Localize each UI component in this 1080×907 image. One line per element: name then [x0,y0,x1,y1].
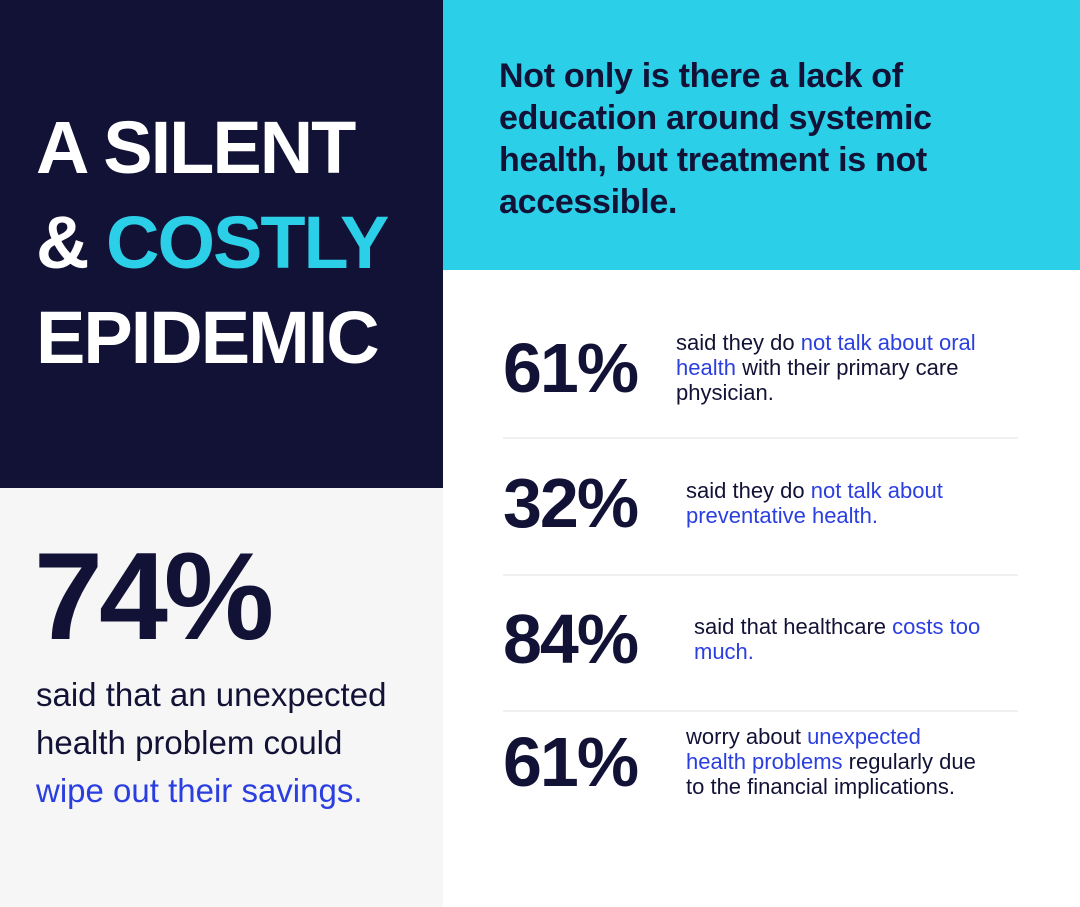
stat-value: 61% [503,328,639,407]
title-costly: COSTLY [106,201,389,284]
stat-text: said they do not talk about preventative… [686,478,1016,528]
page-title: A SILENT & COSTLY EPIDEMIC [36,100,389,385]
stat-row: 32% said they do not talk about preventa… [503,468,1018,538]
text-segment: said that an unexpected health problem c… [36,676,387,761]
title-panel [0,0,443,488]
divider [503,437,1018,439]
text-highlight: wipe out their savings. [36,772,363,809]
text-segment: worry about [686,724,808,749]
text-highlight: not talk about oral health [676,330,976,380]
stat-text: worry about unexpected health problems r… [686,724,986,799]
stat-row: 61% worry about unexpected health proble… [503,724,1018,799]
headline: Not only is there a lack of education ar… [499,57,932,221]
stat-text: said they do not talk about oral health … [676,330,1006,405]
text-segment: said they do [686,478,811,503]
stat-row: 84% said that healthcare costs too much. [503,604,1018,674]
text-segment: said that healthcare [694,614,893,639]
headline-panel [443,0,1080,270]
main-stat-value: 74% [34,528,274,666]
title-line-1: A SILENT [36,106,356,189]
text-segment: with their primary care physician. [676,355,959,405]
stat-value: 61% [503,722,639,801]
text-highlight: not talk about preventative health. [686,478,943,528]
text-highlight: unexpected health problems [686,724,921,774]
text-segment: regularly due to the financial implicati… [686,749,976,799]
title-amp: & [36,201,106,284]
divider [503,574,1018,576]
text-highlight: costs too much. [694,614,981,664]
stat-value: 84% [503,600,639,678]
title-line-3: EPIDEMIC [36,296,380,379]
title-line-2: & COSTLY [36,195,389,290]
stat-value: 32% [503,464,639,542]
main-stat-text: said that an unexpected health problem c… [36,671,396,815]
divider [503,710,1018,712]
stat-text: said that healthcare costs too much. [694,614,1004,664]
stat-row: 61% said they do not talk about oral hea… [503,330,1018,405]
main-stat-panel [0,488,443,907]
text-segment: said they do [676,330,801,355]
